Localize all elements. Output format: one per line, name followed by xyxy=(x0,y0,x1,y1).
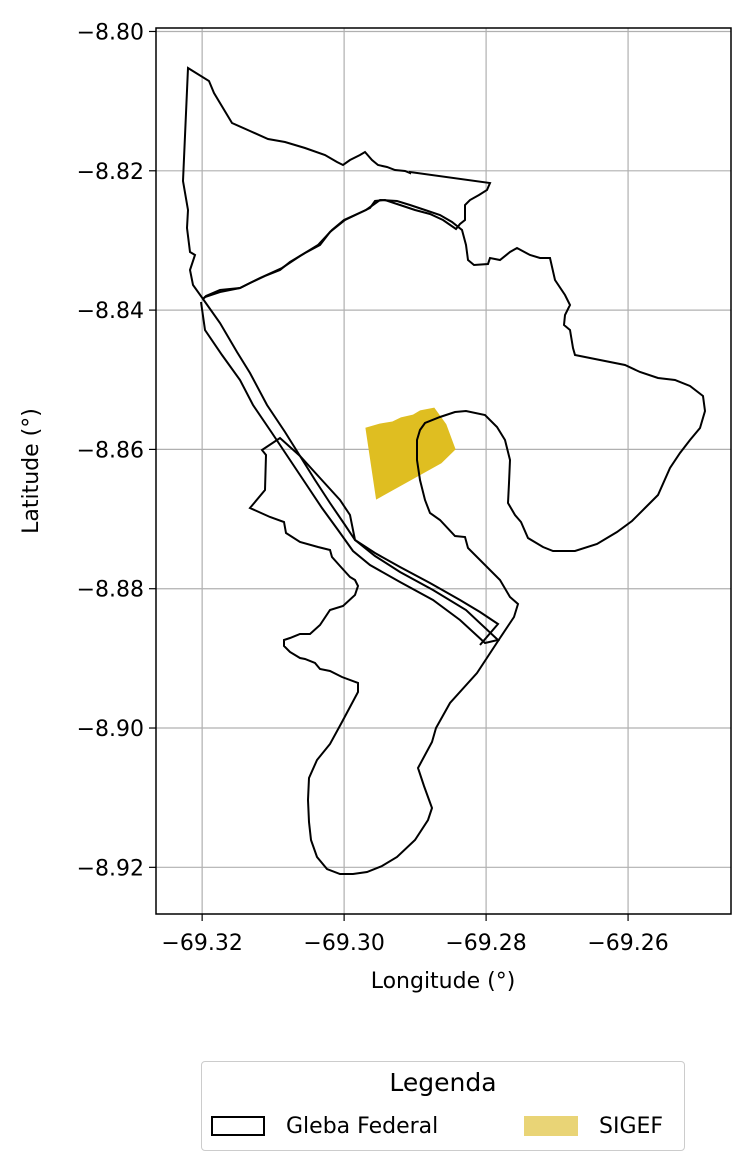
plot-frame xyxy=(155,27,732,915)
y-tick-label: −8.92 xyxy=(77,856,144,881)
gleba-federal-layer xyxy=(181,66,707,875)
legend-swatch-sigef xyxy=(524,1116,578,1136)
x-tick-label: −69.26 xyxy=(587,931,668,956)
y-tick-label: −8.86 xyxy=(77,438,144,463)
y-axis-label: Latitude (°) xyxy=(19,408,44,534)
map-figure: −69.32 −69.30 −69.28 −69.26 −8.80 −8.82 −8.84 −… xyxy=(19,20,732,994)
legend-title: Legenda xyxy=(389,1068,497,1097)
x-tick-label: −69.32 xyxy=(161,931,242,956)
legend-item-gleba-federal: Gleba Federal xyxy=(211,1112,438,1140)
axis-ticks: −69.32 −69.30 −69.28 −69.26 −8.80 −8.82 −8.84 −… xyxy=(77,20,669,956)
legend-label-gleba-federal: Gleba Federal xyxy=(286,1113,439,1139)
x-tick-label: −69.28 xyxy=(445,931,526,956)
legend-label-sigef: SIGEF xyxy=(599,1113,664,1139)
plot-background xyxy=(156,28,731,914)
y-tick-label: −8.90 xyxy=(77,717,144,742)
y-tick-label: −8.82 xyxy=(77,160,144,185)
gleba-federal-west-corridor xyxy=(200,298,501,645)
legend: Legenda Gleba Federal SIGEF xyxy=(201,1061,685,1151)
sigef-polygon xyxy=(365,407,456,500)
x-axis-label: Longitude (°) xyxy=(371,969,516,994)
grid-lines xyxy=(156,28,731,914)
y-tick-label: −8.84 xyxy=(77,299,144,324)
y-tick-label: −8.88 xyxy=(77,578,144,603)
legend-item-sigef: SIGEF xyxy=(524,1112,663,1140)
legend-swatch-gleba-federal xyxy=(211,1116,265,1136)
sigef-layer xyxy=(365,407,456,500)
gleba-federal-east-outline xyxy=(202,198,707,875)
x-tick-label: −69.30 xyxy=(303,931,384,956)
y-tick-label: −8.80 xyxy=(77,20,144,45)
